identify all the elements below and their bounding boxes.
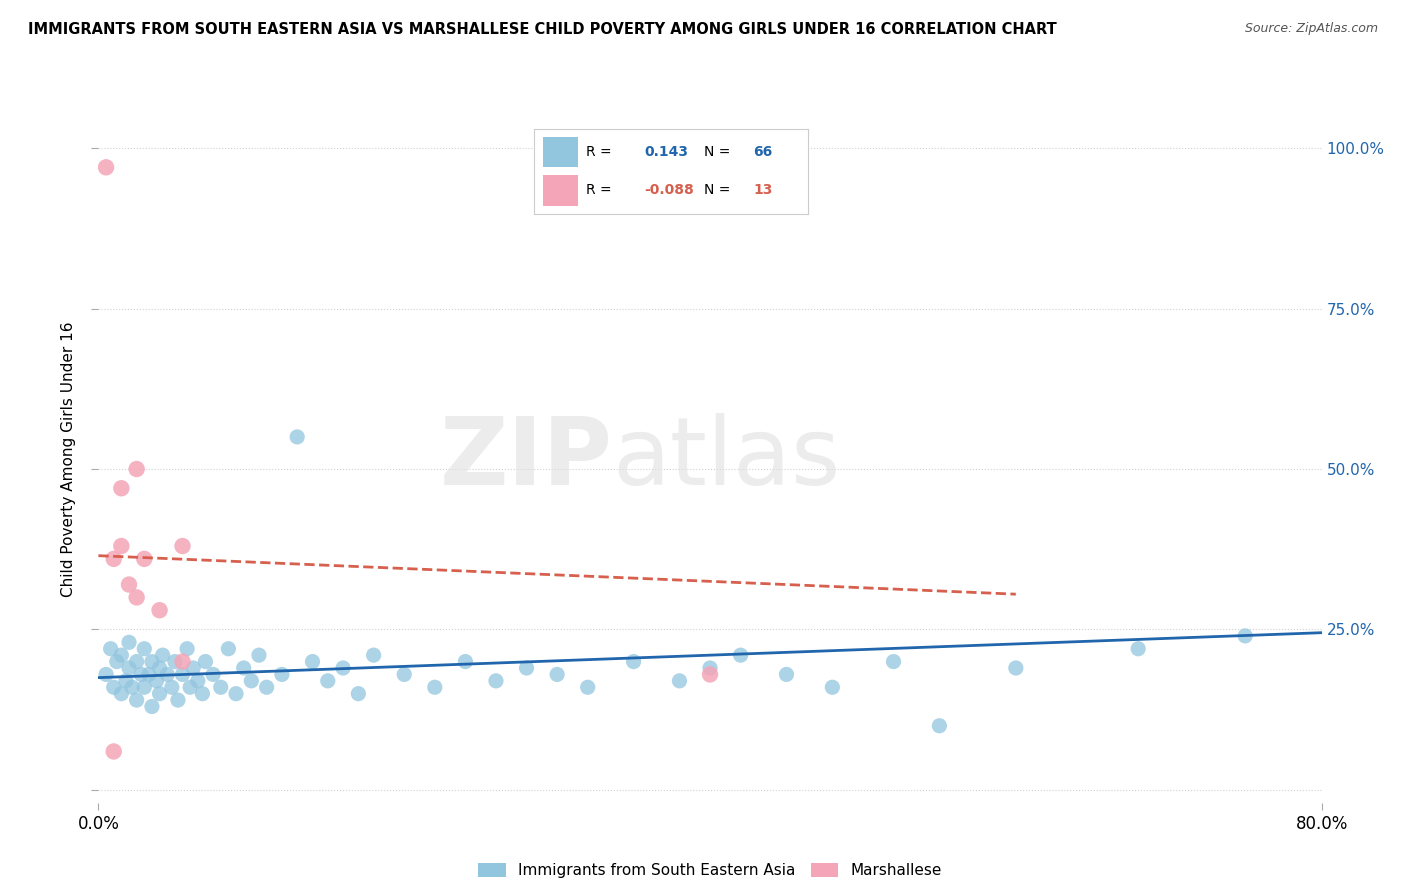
Point xyxy=(103,552,125,566)
Point xyxy=(141,699,163,714)
Point xyxy=(217,641,239,656)
Point xyxy=(141,655,163,669)
Point xyxy=(485,673,508,688)
Point xyxy=(176,641,198,656)
Point xyxy=(118,661,141,675)
Point xyxy=(256,680,278,694)
Point xyxy=(332,661,354,675)
Text: R =: R = xyxy=(586,184,612,197)
Point xyxy=(623,655,645,669)
Point xyxy=(247,648,270,662)
Point xyxy=(110,481,132,495)
Point xyxy=(134,552,156,566)
Point xyxy=(121,680,143,694)
Point xyxy=(100,641,122,656)
Point xyxy=(149,687,172,701)
Point xyxy=(454,655,477,669)
Text: N =: N = xyxy=(704,184,731,197)
Text: -0.088: -0.088 xyxy=(644,184,693,197)
Point xyxy=(118,577,141,591)
Point xyxy=(149,661,172,675)
Point xyxy=(194,655,217,669)
Point xyxy=(202,667,225,681)
Point xyxy=(699,667,721,681)
Point xyxy=(209,680,232,694)
Point xyxy=(115,673,138,688)
Point xyxy=(316,673,339,688)
Point xyxy=(668,673,690,688)
Point xyxy=(172,667,194,681)
Point xyxy=(125,591,148,605)
Point xyxy=(240,673,263,688)
Point xyxy=(172,539,194,553)
Y-axis label: Child Poverty Among Girls Under 16: Child Poverty Among Girls Under 16 xyxy=(60,322,76,597)
Point xyxy=(110,648,132,662)
Legend: Immigrants from South Eastern Asia, Marshallese: Immigrants from South Eastern Asia, Mars… xyxy=(472,857,948,885)
Point xyxy=(270,667,292,681)
Point xyxy=(730,648,752,662)
Point xyxy=(181,661,204,675)
Point xyxy=(821,680,844,694)
Point xyxy=(163,655,186,669)
Point xyxy=(1004,661,1026,675)
Text: 66: 66 xyxy=(754,145,773,159)
Point xyxy=(699,661,721,675)
Point xyxy=(145,673,167,688)
Point xyxy=(576,680,599,694)
Point xyxy=(546,667,568,681)
Point xyxy=(883,655,905,669)
Point xyxy=(110,687,132,701)
Point xyxy=(149,603,172,617)
Text: R =: R = xyxy=(586,145,612,159)
Point xyxy=(1128,641,1150,656)
Text: 0.143: 0.143 xyxy=(644,145,688,159)
Point xyxy=(392,667,416,681)
Bar xyxy=(543,137,578,168)
Point xyxy=(134,680,156,694)
Bar xyxy=(543,175,578,206)
Point xyxy=(301,655,323,669)
Point xyxy=(118,635,141,649)
Point xyxy=(94,667,117,681)
Point xyxy=(423,680,446,694)
Point xyxy=(172,655,194,669)
Text: N =: N = xyxy=(704,145,731,159)
Point xyxy=(775,667,797,681)
Point xyxy=(134,641,156,656)
Point xyxy=(167,693,190,707)
Point xyxy=(232,661,254,675)
Point xyxy=(103,744,125,758)
Point xyxy=(363,648,385,662)
Point xyxy=(347,687,370,701)
Text: IMMIGRANTS FROM SOUTH EASTERN ASIA VS MARSHALLESE CHILD POVERTY AMONG GIRLS UNDE: IMMIGRANTS FROM SOUTH EASTERN ASIA VS MA… xyxy=(28,22,1057,37)
Text: 13: 13 xyxy=(754,184,773,197)
Point xyxy=(129,667,152,681)
Point xyxy=(928,719,950,733)
Point xyxy=(125,655,148,669)
Point xyxy=(125,462,148,476)
Point xyxy=(110,539,132,553)
Point xyxy=(152,648,174,662)
Text: ZIP: ZIP xyxy=(439,413,612,506)
Point xyxy=(187,673,209,688)
Point xyxy=(94,161,117,175)
Point xyxy=(103,680,125,694)
Point xyxy=(105,655,128,669)
Text: atlas: atlas xyxy=(612,413,841,506)
Point xyxy=(156,667,179,681)
Point xyxy=(285,430,308,444)
Text: Source: ZipAtlas.com: Source: ZipAtlas.com xyxy=(1244,22,1378,36)
Point xyxy=(138,667,160,681)
Point xyxy=(160,680,183,694)
Point xyxy=(225,687,247,701)
Point xyxy=(191,687,214,701)
Point xyxy=(179,680,201,694)
Point xyxy=(1234,629,1257,643)
Point xyxy=(516,661,538,675)
Point xyxy=(125,693,148,707)
